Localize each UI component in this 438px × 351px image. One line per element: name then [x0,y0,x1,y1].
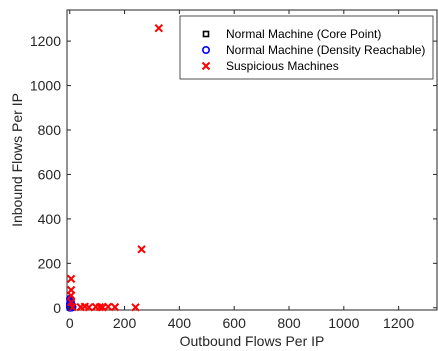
legend-label: Suspicious Machines [226,59,339,73]
data-point [154,24,164,33]
y-tick-label: 400 [38,211,62,227]
x-tick-label: 600 [223,315,247,331]
legend-marker [201,61,211,71]
x-tick-label: 0 [66,315,74,331]
legend: Normal Machine (Core Point) Normal Machin… [179,15,434,80]
y-axis: 0 200 400 600 800 1000 1200 [30,33,437,316]
y-tick-label: 600 [38,166,62,182]
y-tick-label: 1200 [30,33,61,49]
x-tick-label: 1200 [383,315,414,331]
y-tick-label: 0 [53,300,61,316]
legend-marker [202,45,211,54]
data-point [66,274,76,284]
data-point [103,302,113,311]
legend-label: Normal Machine (Density Reachable) [226,43,425,57]
legend-marker [202,30,210,38]
data-point [110,302,120,312]
legend-label: Normal Machine (Core Point) [226,27,381,41]
y-tick-label: 1000 [30,78,61,94]
x-axis-title: Outbound Flows Per IP [180,333,325,349]
data-point [84,303,94,312]
data-point [131,303,140,312]
legend-box [179,15,434,80]
x-tick-label: 800 [277,315,301,331]
x-tick-label: 1000 [328,315,359,331]
y-axis-title: Inbound Flows Per IP [9,93,25,227]
series-3 [66,24,164,312]
data-point [66,291,76,300]
x-tick-label: 400 [168,315,192,331]
x-axis: 0 200 400 600 800 1000 1200 [66,10,414,331]
y-tick-label: 800 [38,122,62,138]
data-point [95,302,105,312]
x-tick-label: 200 [113,315,137,331]
data-point [137,245,146,254]
y-tick-label: 200 [38,255,62,271]
